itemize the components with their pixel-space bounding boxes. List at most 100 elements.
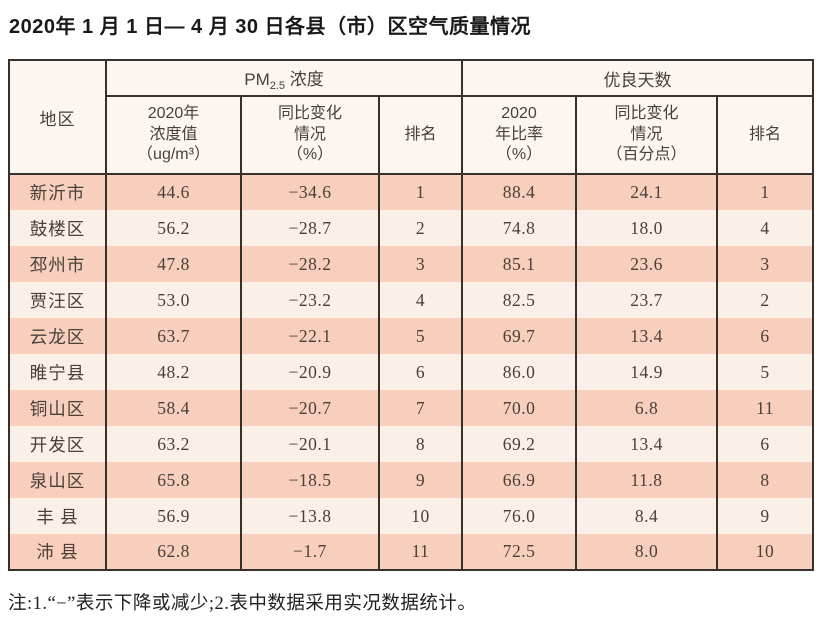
cell-pm-rank: 3	[377, 246, 464, 282]
table-row: 沛 县 62.8 −1.7 11 72.5 8.0 10	[8, 534, 815, 570]
cell-good-rate: 86.0	[461, 354, 578, 390]
cell-pm-rank: 1	[377, 174, 464, 210]
cell-pm-value: 65.8	[105, 462, 242, 498]
header-pm-rank: 排名	[377, 96, 464, 175]
header-pm25-group: PM2.5 浓度	[104, 60, 464, 97]
footnote: 注:1.“−”表示下降或减少;2.表中数据采用实况数据统计。	[8, 594, 477, 614]
cell-good-rate: 69.7	[461, 318, 578, 354]
cell-good-rank: 9	[716, 498, 815, 534]
cell-good-rate: 82.5	[461, 282, 578, 318]
cell-good-change: 13.4	[575, 426, 719, 462]
cell-good-rank: 2	[716, 282, 815, 318]
cell-pm-value: 58.4	[105, 390, 242, 426]
cell-pm-change: −28.7	[240, 210, 380, 246]
cell-pm-change: −34.6	[240, 174, 380, 210]
cell-good-change: 14.9	[575, 354, 719, 390]
header-good-rank: 排名	[716, 96, 815, 175]
cell-pm-change: −20.1	[240, 426, 380, 462]
cell-good-change: 23.6	[575, 246, 719, 282]
cell-pm-value: 44.6	[105, 174, 242, 210]
cell-region: 邳州市	[8, 246, 107, 282]
cell-pm-change: −13.8	[240, 498, 380, 534]
cell-pm-value: 53.0	[105, 282, 242, 318]
cell-good-rank: 5	[716, 354, 815, 390]
cell-good-rank: 6	[716, 426, 815, 462]
cell-pm-rank: 6	[377, 354, 464, 390]
cell-region: 鼓楼区	[8, 210, 107, 246]
page-title: 2020年 1 月 1 日— 4 月 30 日各县（市）区空气质量情况	[9, 16, 532, 38]
cell-pm-change: −18.5	[240, 462, 380, 498]
table-row: 开发区 63.2 −20.1 8 69.2 13.4 6	[8, 426, 815, 462]
air-quality-table: 地区 PM2.5 浓度 优良天数 2020年 浓度值 （ug/m³） 同比变化 …	[8, 59, 815, 571]
cell-good-change: 13.4	[575, 318, 719, 354]
cell-pm-change: −28.2	[240, 246, 380, 282]
table-row: 鼓楼区 56.2 −28.7 2 74.8 18.0 4	[8, 210, 815, 246]
pm25-label-subscript: 2.5	[269, 79, 286, 92]
cell-pm-change: −20.7	[240, 390, 380, 426]
header-pm-change: 同比变化 情况 （%）	[240, 96, 380, 175]
cell-region: 铜山区	[8, 390, 107, 426]
table-header: 地区 PM2.5 浓度 优良天数 2020年 浓度值 （ug/m³） 同比变化 …	[8, 60, 815, 175]
cell-good-change: 8.4	[575, 498, 719, 534]
cell-good-change: 6.8	[575, 390, 719, 426]
table-row: 铜山区 58.4 −20.7 7 70.0 6.8 11	[8, 390, 815, 426]
cell-good-rate: 66.9	[461, 462, 578, 498]
cell-pm-rank: 8	[377, 426, 464, 462]
cell-good-rate: 76.0	[461, 498, 578, 534]
table-row: 丰 县 56.9 −13.8 10 76.0 8.4 9	[8, 498, 815, 534]
cell-pm-rank: 11	[377, 534, 464, 570]
cell-pm-change: −20.9	[240, 354, 380, 390]
table-row: 云龙区 63.7 −22.1 5 69.7 13.4 6	[8, 318, 815, 354]
cell-region: 睢宁县	[8, 354, 107, 390]
cell-good-rate: 74.8	[461, 210, 578, 246]
cell-good-change: 18.0	[575, 210, 719, 246]
header-pm-value: 2020年 浓度值 （ug/m³）	[105, 96, 242, 175]
table-row: 泉山区 65.8 −18.5 9 66.9 11.8 8	[8, 462, 815, 498]
cell-good-rate: 88.4	[461, 174, 578, 210]
header-good-change: 同比变化 情况 （百分点）	[575, 96, 719, 175]
cell-good-rank: 4	[716, 210, 815, 246]
table-row: 贾汪区 53.0 −23.2 4 82.5 23.7 2	[8, 282, 815, 318]
cell-pm-rank: 4	[377, 282, 464, 318]
header-good-rate: 2020 年比率 （%）	[461, 96, 578, 175]
cell-region: 泉山区	[8, 462, 107, 498]
cell-good-change: 23.7	[575, 282, 719, 318]
cell-pm-rank: 9	[377, 462, 464, 498]
cell-good-rank: 1	[716, 174, 815, 210]
cell-pm-value: 56.2	[105, 210, 242, 246]
cell-good-rate: 72.5	[461, 534, 578, 570]
cell-region: 新沂市	[8, 174, 107, 210]
cell-good-rank: 10	[716, 534, 815, 570]
header-good-days-group: 优良天数	[461, 60, 815, 97]
cell-pm-value: 48.2	[105, 354, 242, 390]
table-row: 邳州市 47.8 −28.2 3 85.1 23.6 3	[8, 246, 815, 282]
cell-good-change: 8.0	[575, 534, 719, 570]
cell-pm-value: 47.8	[105, 246, 242, 282]
cell-region: 沛 县	[8, 534, 107, 570]
cell-pm-rank: 10	[377, 498, 464, 534]
cell-region: 贾汪区	[8, 282, 107, 318]
cell-region: 云龙区	[8, 318, 107, 354]
cell-good-change: 11.8	[575, 462, 719, 498]
header-sub-row: 2020年 浓度值 （ug/m³） 同比变化 情况 （%） 排名 2020 年比…	[9, 96, 815, 175]
cell-good-change: 24.1	[575, 174, 719, 210]
table-row: 睢宁县 48.2 −20.9 6 86.0 14.9 5	[8, 354, 815, 390]
cell-pm-change: −23.2	[240, 282, 380, 318]
header-region: 地区	[8, 60, 107, 175]
cell-pm-change: −22.1	[240, 318, 380, 354]
cell-pm-value: 62.8	[105, 534, 242, 570]
cell-region: 丰 县	[8, 498, 107, 534]
cell-pm-change: −1.7	[240, 534, 380, 570]
cell-pm-value: 63.7	[105, 318, 242, 354]
pm25-label-suffix: 浓度	[285, 69, 324, 89]
cell-good-rate: 69.2	[461, 426, 578, 462]
cell-good-rate: 70.0	[461, 390, 578, 426]
cell-good-rank: 11	[716, 390, 815, 426]
pm25-label-prefix: PM	[244, 69, 270, 89]
cell-good-rank: 3	[716, 246, 815, 282]
table-row: 新沂市 44.6 −34.6 1 88.4 24.1 1	[8, 174, 815, 210]
cell-good-rate: 85.1	[461, 246, 578, 282]
cell-good-rank: 8	[716, 462, 815, 498]
cell-pm-value: 56.9	[105, 498, 242, 534]
